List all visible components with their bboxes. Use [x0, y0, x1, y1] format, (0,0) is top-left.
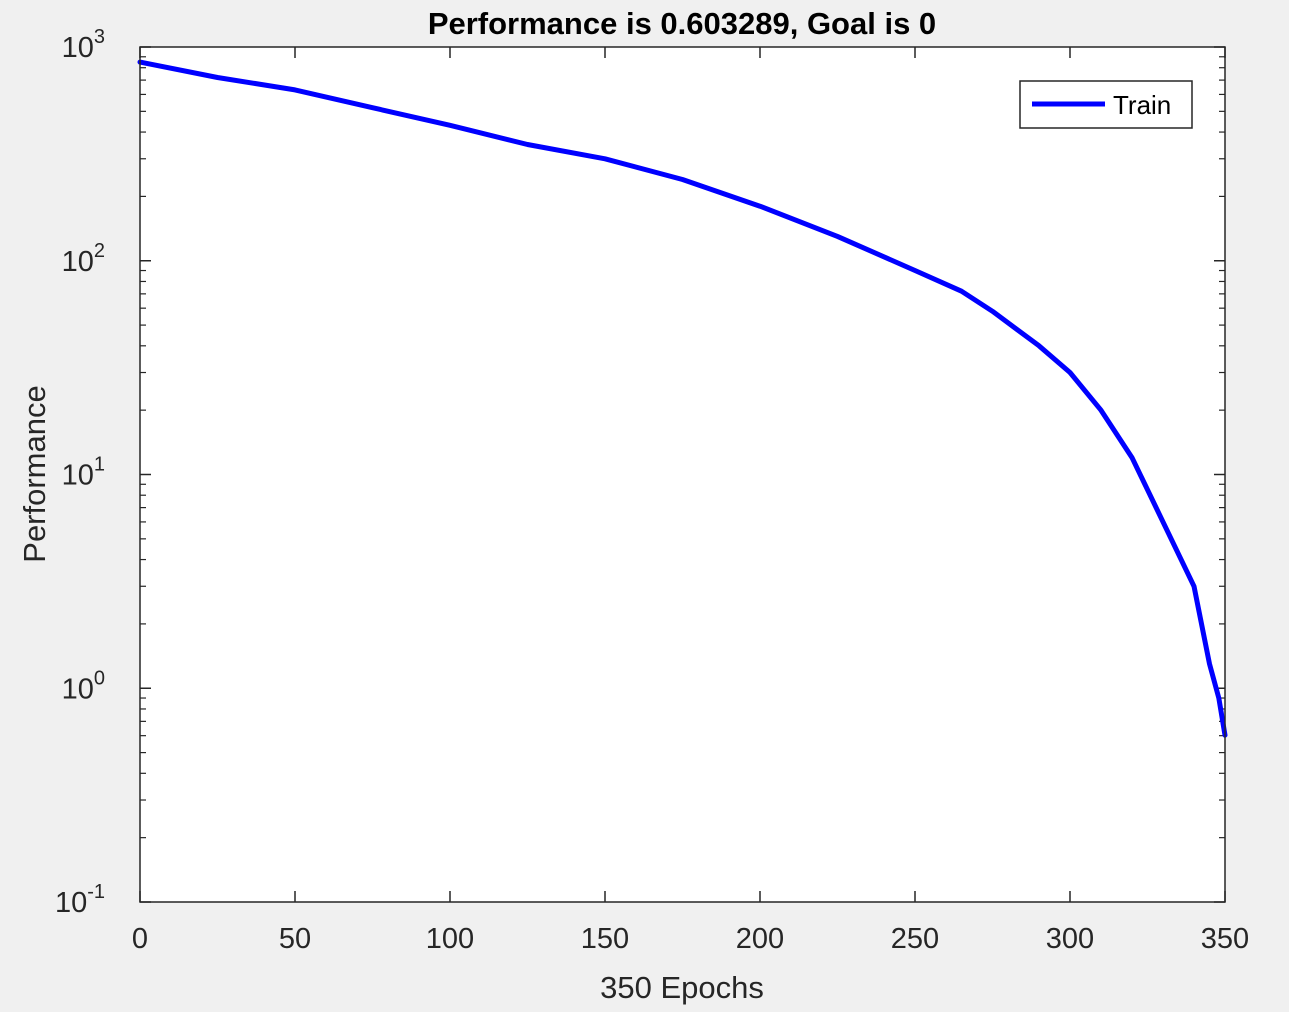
y-tick-label: 100	[62, 667, 105, 705]
axis-ticks	[139, 46, 1226, 903]
legend-label-train: Train	[1113, 90, 1171, 120]
x-tick-label: 350	[1201, 923, 1249, 955]
legend: Train	[1019, 80, 1193, 129]
y-axis-label: Performance	[17, 385, 52, 562]
y-tick-label: 10-1	[55, 881, 105, 919]
x-axis-label: 350 Epochs	[600, 970, 764, 1005]
x-tick-label: 50	[279, 923, 311, 955]
plot-frame	[139, 46, 1226, 903]
plot-area	[140, 47, 1225, 902]
x-tick-label: 200	[736, 923, 784, 955]
y-tick-label: 101	[62, 454, 105, 492]
x-tick-label: 150	[581, 923, 629, 955]
x-tick-label: 0	[132, 923, 148, 955]
y-tick-label: 102	[62, 240, 105, 278]
y-tick-label: 103	[62, 26, 105, 64]
series-line-train	[137, 59, 1228, 738]
chart-title: Performance is 0.603289, Goal is 0	[428, 6, 936, 41]
x-tick-labels: 0 50 100 150 200 250 300 350	[132, 923, 1249, 955]
x-tick-label: 100	[426, 923, 474, 955]
x-tick-label: 300	[1046, 923, 1094, 955]
x-tick-label: 250	[891, 923, 939, 955]
y-tick-labels: 10-1 100 101 102 103	[55, 26, 105, 919]
